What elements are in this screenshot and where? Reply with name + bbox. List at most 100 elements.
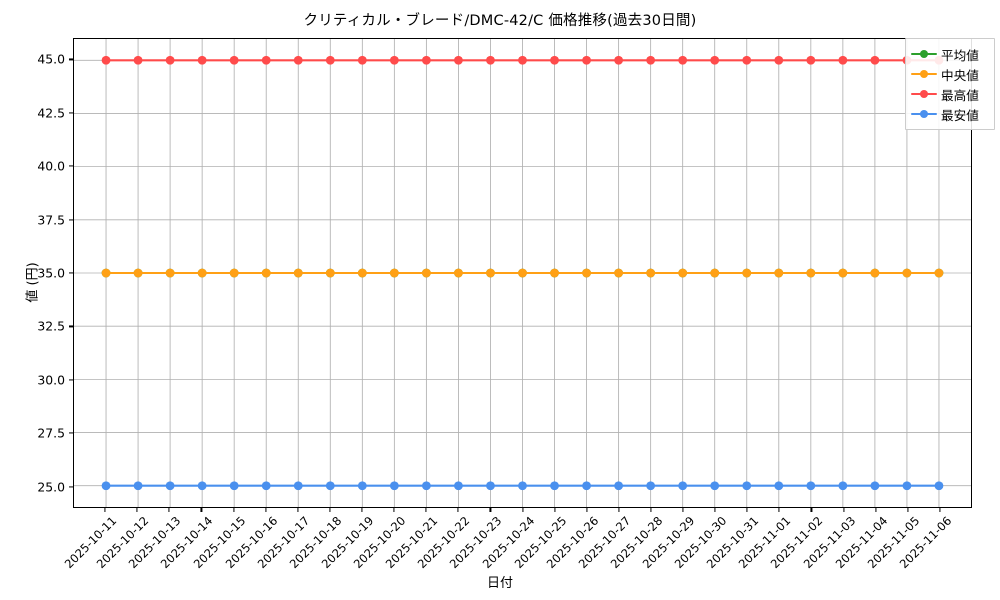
data-point-marker	[934, 268, 944, 278]
x-tick-mark	[746, 508, 748, 512]
y-tick-label: 25.0	[37, 479, 65, 495]
legend-label: 中央値	[941, 67, 979, 83]
x-tick-mark	[168, 508, 170, 512]
x-tick-mark	[393, 508, 395, 512]
data-point-marker	[357, 55, 367, 65]
data-point-marker	[582, 55, 591, 65]
x-tick-mark	[714, 508, 716, 512]
data-point-marker	[486, 481, 495, 491]
x-tick-mark	[425, 508, 427, 512]
data-point-marker	[742, 481, 752, 491]
data-point-marker	[486, 55, 495, 65]
data-point-marker	[229, 481, 239, 491]
data-point-marker	[614, 481, 623, 491]
data-point-marker	[389, 55, 399, 65]
y-tick-mark	[69, 486, 73, 488]
x-tick-mark	[200, 508, 202, 512]
x-tick-mark	[586, 508, 588, 512]
chart-title: クリティカル・ブレード/DMC-42/C 価格推移(過去30日間)	[303, 13, 697, 29]
data-point-marker	[325, 268, 335, 278]
series-3	[101, 55, 944, 65]
y-tick-mark	[69, 325, 73, 327]
x-tick-mark	[907, 508, 909, 512]
data-point-marker	[838, 481, 848, 491]
data-point-marker	[357, 481, 367, 491]
x-tick-mark	[265, 508, 267, 512]
data-point-marker	[550, 55, 559, 65]
x-tick-mark	[104, 508, 106, 512]
data-point-marker	[806, 481, 816, 491]
x-tick-mark	[489, 508, 491, 512]
x-tick-mark	[457, 508, 459, 512]
y-tick-label: 45.0	[37, 51, 65, 67]
data-point-marker	[389, 268, 399, 278]
y-tick-label: 27.5	[37, 425, 65, 441]
y-tick-label: 32.5	[37, 318, 65, 334]
data-point-marker	[229, 268, 239, 278]
data-point-marker	[261, 55, 271, 65]
x-tick-mark	[778, 508, 780, 512]
data-point-marker	[325, 481, 335, 491]
data-point-marker	[261, 268, 271, 278]
data-point-marker	[710, 55, 720, 65]
x-tick-mark	[939, 508, 941, 512]
data-point-marker	[389, 481, 399, 491]
data-point-marker	[774, 268, 784, 278]
data-point-marker	[870, 481, 880, 491]
data-point-marker	[325, 55, 335, 65]
legend-label: 平均値	[941, 47, 979, 63]
legend-item-4[interactable]: 最安値	[911, 104, 988, 124]
data-point-marker	[261, 481, 271, 491]
data-point-marker	[646, 481, 656, 491]
data-point-marker	[806, 268, 816, 278]
data-point-marker	[902, 268, 912, 278]
data-point-marker	[614, 55, 623, 65]
data-point-marker	[838, 268, 848, 278]
y-tick-mark	[69, 432, 73, 434]
y-tick-label: 42.5	[37, 105, 65, 121]
data-point-marker	[422, 481, 431, 491]
legend-item-1[interactable]: 平均値	[911, 44, 988, 64]
data-point-marker	[133, 481, 143, 491]
data-point-marker	[101, 55, 111, 65]
y-tick-mark	[69, 58, 73, 60]
y-tick-label: 35.0	[37, 265, 65, 281]
series-2	[101, 268, 944, 278]
series-lines	[101, 55, 944, 491]
data-point-marker	[614, 268, 623, 278]
x-tick-mark	[875, 508, 877, 512]
data-point-marker	[646, 268, 656, 278]
legend-item-2[interactable]: 中央値	[911, 64, 988, 84]
data-point-marker	[774, 481, 784, 491]
chart-legend: 平均値中央値 最高値 最安値	[905, 38, 995, 130]
data-point-marker	[165, 268, 175, 278]
x-tick-mark	[297, 508, 299, 512]
data-point-marker	[454, 481, 463, 491]
x-tick-mark	[842, 508, 845, 512]
legend-item-3[interactable]: 最高値	[911, 84, 988, 104]
data-point-marker	[518, 268, 527, 278]
data-point-marker	[550, 481, 559, 491]
data-point-marker	[293, 268, 303, 278]
data-point-marker	[934, 481, 944, 491]
x-tick-mark	[329, 508, 331, 512]
data-point-marker	[422, 55, 431, 65]
data-point-marker	[518, 55, 527, 65]
data-point-marker	[902, 481, 912, 491]
x-tick-mark	[521, 508, 524, 512]
data-point-marker	[422, 268, 431, 278]
data-point-marker	[229, 55, 239, 65]
y-tick-label: 30.0	[37, 372, 65, 388]
x-tick-mark	[650, 508, 652, 512]
y-axis-label: 値 (円)	[25, 262, 41, 303]
legend-marker-icon	[911, 67, 937, 81]
data-point-marker	[165, 481, 175, 491]
data-point-marker	[710, 268, 720, 278]
x-tick-mark	[361, 508, 363, 512]
x-tick-mark	[810, 508, 813, 512]
data-point-marker	[582, 481, 591, 491]
x-tick-mark	[682, 508, 684, 512]
data-point-marker	[454, 268, 463, 278]
data-point-marker	[774, 55, 784, 65]
plot-inner	[74, 39, 971, 507]
